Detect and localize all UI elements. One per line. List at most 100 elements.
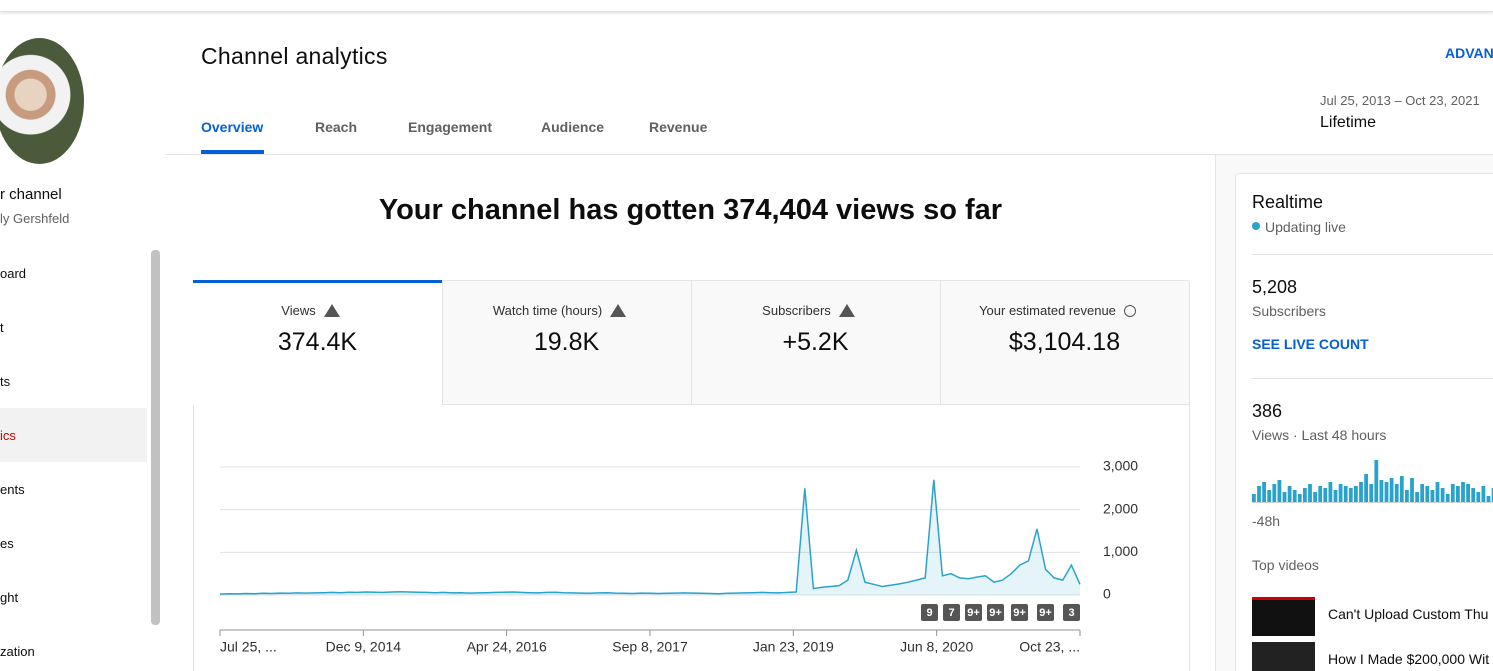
realtime-bar: [1461, 482, 1465, 502]
top-bar: [0, 0, 1493, 12]
x-tick-label: Jan 23, 2019: [753, 639, 834, 655]
x-tick-label: Jun 8, 2020: [900, 639, 973, 655]
realtime-bar: [1466, 484, 1470, 502]
x-tick-label: Oct 23, ...: [1019, 639, 1080, 655]
annotation-count[interactable]: 9: [926, 607, 932, 619]
annotation-count[interactable]: 9+: [1013, 607, 1026, 619]
live-dot: [1252, 222, 1260, 230]
realtime-bar: [1333, 490, 1338, 502]
nav-item[interactable]: oard: [0, 266, 27, 281]
tab-indicator: [201, 150, 264, 154]
warning-icon[interactable]: [610, 304, 627, 317]
realtime-bar: [1379, 480, 1384, 502]
live-count-link[interactable]: SEE LIVE COUNT: [1252, 336, 1369, 352]
annotation-badge: [921, 604, 938, 621]
realtime-bar: [1272, 484, 1277, 502]
nav-item[interactable]: zation: [0, 644, 35, 659]
y-tick-label: 1,000: [1103, 543, 1138, 559]
nav-item[interactable]: es: [0, 536, 14, 551]
realtime-bar: [1282, 492, 1287, 502]
x-tick-label: Dec 9, 2014: [326, 639, 402, 655]
annotation-count[interactable]: 7: [948, 607, 954, 619]
realtime-bar: [1456, 486, 1460, 502]
realtime-bar: [1384, 482, 1389, 502]
warning-icon[interactable]: [838, 304, 855, 317]
realtime-bar: [1313, 492, 1317, 502]
annotation-count[interactable]: 9+: [989, 607, 1002, 619]
x-tick-label: Sep 8, 2017: [612, 639, 688, 655]
realtime-title: Realtime: [1252, 192, 1324, 212]
annotation-count[interactable]: 9+: [1039, 607, 1052, 619]
realtime-bar: [1277, 480, 1282, 502]
channel-label: r channel: [0, 186, 62, 203]
video-title[interactable]: How I Made $200,000 Wit: [1328, 651, 1490, 667]
page-title: Channel analytics: [201, 43, 388, 69]
realtime-status: Updating live: [1265, 219, 1346, 235]
divider: [1252, 378, 1493, 379]
realtime-card: [1235, 173, 1493, 671]
scrollbar[interactable]: [151, 250, 160, 625]
annotation-count[interactable]: 3: [1068, 607, 1074, 619]
subscriber-label: Subscribers: [1252, 303, 1326, 319]
realtime-bar: [1303, 488, 1307, 502]
metric-cell[interactable]: [691, 280, 940, 405]
realtime-bar: [1374, 460, 1379, 502]
annotation-badge: [987, 604, 1004, 621]
y-tick-label: 0: [1103, 586, 1111, 602]
realtime-bar: [1430, 490, 1435, 502]
video-thumbnail[interactable]: [1252, 642, 1315, 671]
realtime-bar: [1491, 488, 1493, 502]
nav-item[interactable]: ght: [0, 590, 19, 605]
metric-cell[interactable]: [193, 280, 442, 405]
nav-item[interactable]: t: [0, 320, 4, 335]
annotation-badge: [1011, 604, 1028, 621]
video-thumbnail[interactable]: [1252, 597, 1315, 636]
period[interactable]: Lifetime: [1320, 114, 1377, 131]
realtime-bar: [1415, 492, 1419, 502]
realtime-bar: [1394, 484, 1399, 502]
realtime-bar: [1481, 486, 1486, 502]
annotation-count[interactable]: 9+: [967, 607, 980, 619]
realtime-bar: [1262, 482, 1266, 502]
metric-value: $3,104.18: [1008, 328, 1121, 356]
realtime-bar: [1308, 484, 1312, 502]
annotation-badge: [1063, 604, 1080, 621]
realtime-bar: [1287, 486, 1292, 502]
realtime-bar: [1323, 488, 1328, 502]
video-title[interactable]: Can't Upload Custom Thu: [1328, 606, 1489, 622]
realtime-bar: [1297, 494, 1302, 502]
nav-item[interactable]: ents: [0, 482, 25, 497]
metric-value: 19.8K: [533, 328, 600, 356]
top-videos-label: Top videos: [1252, 557, 1319, 573]
tab[interactable]: Overview: [201, 119, 264, 135]
y-tick-label: 3,000: [1103, 458, 1138, 474]
nav-item[interactable]: ts: [0, 374, 11, 389]
realtime-bar: [1486, 496, 1491, 502]
metric-cell[interactable]: [940, 280, 1189, 405]
date-range[interactable]: Jul 25, 2013 – Oct 23, 2021: [1320, 93, 1480, 108]
metric-value: +5.2K: [782, 328, 849, 356]
tab[interactable]: Reach: [315, 119, 358, 135]
advanced-button[interactable]: ADVAN: [1445, 45, 1493, 61]
metric-label: Your estimated revenue: [940, 304, 1175, 317]
warning-icon[interactable]: [323, 304, 340, 317]
area: [220, 479, 1080, 595]
metric-cell[interactable]: [442, 280, 691, 405]
views-label: Views · Last 48 hours: [1252, 427, 1387, 443]
realtime-bar: [1471, 488, 1476, 502]
x-tick-label: Jul 25, ...: [220, 639, 277, 655]
realtime-bar: [1354, 486, 1358, 502]
realtime-bar: [1369, 484, 1374, 502]
nav-item[interactable]: ics: [0, 428, 16, 443]
tab[interactable]: Revenue: [649, 119, 708, 135]
tab[interactable]: Audience: [541, 119, 605, 135]
subscriber-count: 5,208: [1252, 277, 1298, 297]
metric-label: Watch time (hours): [442, 304, 677, 317]
avatar[interactable]: [0, 38, 84, 164]
clock-icon[interactable]: [1123, 305, 1136, 317]
metric-label-text: Subscribers: [762, 303, 831, 318]
realtime-bar: [1364, 474, 1368, 502]
tab[interactable]: Engagement: [408, 119, 493, 135]
realtime-bar: [1338, 484, 1343, 502]
